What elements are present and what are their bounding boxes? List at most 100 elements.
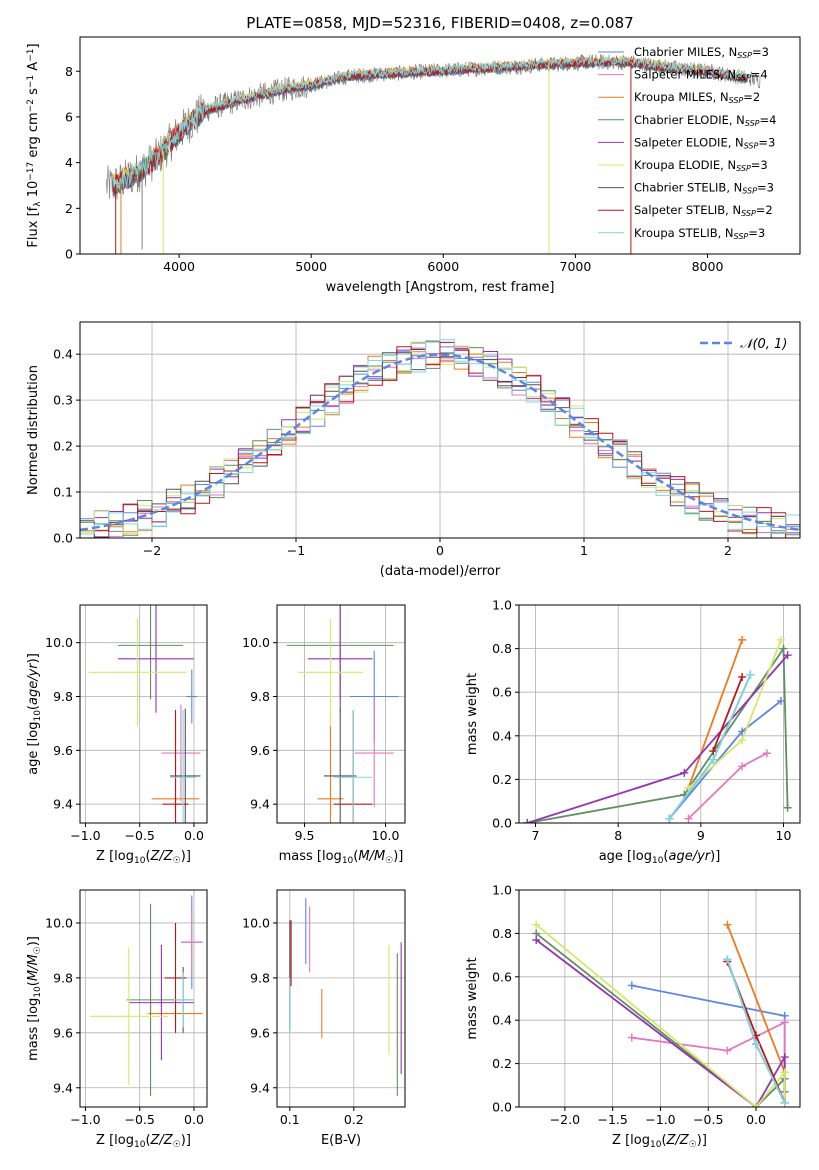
y-tick-label: 8 xyxy=(65,64,73,79)
plot-area xyxy=(88,605,201,823)
frame-mass-vs-EBV: 0.1 0.2 9.4 9.6 9.8 10.0 E(B-V) xyxy=(242,889,406,1148)
label-part: mass [ xyxy=(279,849,322,864)
error-bar xyxy=(298,618,363,727)
weight-marker xyxy=(627,1033,636,1042)
y-tick-label: 0.6 xyxy=(492,685,512,700)
label-part: )] xyxy=(181,849,191,864)
frame-spectrum: 4000 5000 6000 7000 8000 0 2 4 6 8 wavelength [Ang… xyxy=(26,36,801,295)
axes-frame xyxy=(276,604,406,824)
label-part: )] xyxy=(697,1133,707,1148)
legend-subscript: SSP xyxy=(742,187,757,196)
label-part: Flux [ xyxy=(26,211,41,247)
legend-text: Chabrier ELODIE, N xyxy=(634,113,745,127)
label-part: ☉ xyxy=(173,1140,181,1150)
x-tick-label: 9.5 xyxy=(295,828,315,843)
legend-subscript: SSP xyxy=(745,119,760,128)
weight-marker xyxy=(738,672,747,681)
x-tick-label: 7 xyxy=(532,828,540,843)
weight-marker xyxy=(752,1040,761,1049)
weight-line xyxy=(687,752,768,820)
x-tick-label: −1.5 xyxy=(597,1112,627,1127)
plot-area xyxy=(286,605,399,823)
y-tick-label: 0.3 xyxy=(53,393,73,408)
frame-age-vs-mass: 9.5 10.0 9.4 9.6 9.8 10.0 mass [log10(M/M☉)] xyxy=(242,604,406,866)
weight-marker xyxy=(780,1098,789,1107)
weight-marker xyxy=(532,935,541,944)
x-tick-label: 10 xyxy=(776,828,792,843)
legend-label: Kroupa MILES, NSSP=2 xyxy=(634,90,760,105)
y-tick-label: 0.0 xyxy=(53,531,73,546)
error-bar xyxy=(317,718,344,823)
weight-marker xyxy=(783,651,792,660)
x-axis-label: Z [log10(Z/Z☉)] xyxy=(612,1133,707,1150)
label-part: [ xyxy=(623,849,632,864)
weight-marker xyxy=(723,1046,732,1055)
x-tick-label: −1.0 xyxy=(645,1112,675,1127)
label-part: (data-model)/error xyxy=(380,564,501,579)
legend-count: =3 xyxy=(752,45,769,59)
weight-marker xyxy=(738,762,747,771)
label-part: λ xyxy=(33,201,43,207)
plot-area xyxy=(532,920,789,1107)
x-tick-label: 0.0 xyxy=(184,1112,204,1127)
label-part: 10 xyxy=(26,181,41,198)
y-tick-label: 0.8 xyxy=(492,641,512,656)
y-tick-label: 10.0 xyxy=(45,915,73,930)
legend-label: 𝒩(0, 1) xyxy=(740,337,787,352)
weight-marker xyxy=(738,635,747,644)
weight-marker xyxy=(780,1068,789,1077)
y-tick-label: 0 xyxy=(65,247,73,262)
label-part: ☉ xyxy=(173,856,181,866)
weight-marker xyxy=(738,736,747,745)
label-part: ( xyxy=(353,849,358,864)
error-bar xyxy=(128,944,194,1061)
legend-subscript: SSP xyxy=(744,142,759,151)
error-bar xyxy=(88,618,187,727)
y-tick-label: 0.4 xyxy=(492,728,512,743)
y-tick-label: 0.4 xyxy=(492,1013,512,1028)
weight-marker xyxy=(680,768,689,777)
label-part: ☉ xyxy=(385,856,393,866)
weight-marker xyxy=(709,755,718,764)
label-part: M/M xyxy=(26,954,41,981)
error-bar xyxy=(186,669,198,724)
x-tick-label: −0.5 xyxy=(125,828,155,843)
label-part: s xyxy=(26,88,41,95)
error-bar xyxy=(89,947,168,1086)
y-tick-label: 6 xyxy=(65,109,73,124)
label-part: wavelength [Angstrom, rest frame] xyxy=(326,280,555,295)
legend-count: =4 xyxy=(751,68,768,82)
label-part: 10 xyxy=(134,856,146,866)
legend-text: Chabrier STELIB, N xyxy=(634,181,742,195)
error-bar xyxy=(307,605,373,713)
model-spectrum xyxy=(112,56,748,193)
x-axis-label: Z [log10(Z/Z☉)] xyxy=(96,849,191,866)
weight-marker xyxy=(752,1103,761,1107)
legend-text: Salpeter STELIB, N xyxy=(634,203,741,217)
label-part: ☉ xyxy=(689,1140,697,1150)
y-axis-label: Flux [fλ 10−17 erg cm−2 s−1 A−1] xyxy=(26,43,43,247)
y-axis-label: Normed distribution xyxy=(26,365,41,495)
y-tick-label: 9.8 xyxy=(53,689,73,704)
label-part: 10 xyxy=(342,856,354,866)
label-part: 10 xyxy=(652,856,664,866)
x-axis-label: Z [log10(Z/Z☉)] xyxy=(96,1133,191,1150)
label-part: age/yr xyxy=(669,849,712,864)
label-part: A xyxy=(26,62,41,71)
weight-marker xyxy=(665,814,674,823)
residual-histogram xyxy=(80,341,800,538)
label-part: log xyxy=(322,849,342,864)
weight-marker xyxy=(783,803,792,812)
x-tick-label: 0.0 xyxy=(746,1112,766,1127)
error-bar xyxy=(183,909,201,976)
legend-subscript: SSP xyxy=(729,97,744,106)
weight-marker xyxy=(723,920,732,929)
error-bar xyxy=(161,704,201,802)
label-part: ( xyxy=(663,849,668,864)
label-part: ☉ xyxy=(33,946,43,954)
legend-subscript: SSP xyxy=(736,164,751,173)
weight-line xyxy=(687,639,743,789)
y-tick-label: 0.1 xyxy=(53,485,73,500)
